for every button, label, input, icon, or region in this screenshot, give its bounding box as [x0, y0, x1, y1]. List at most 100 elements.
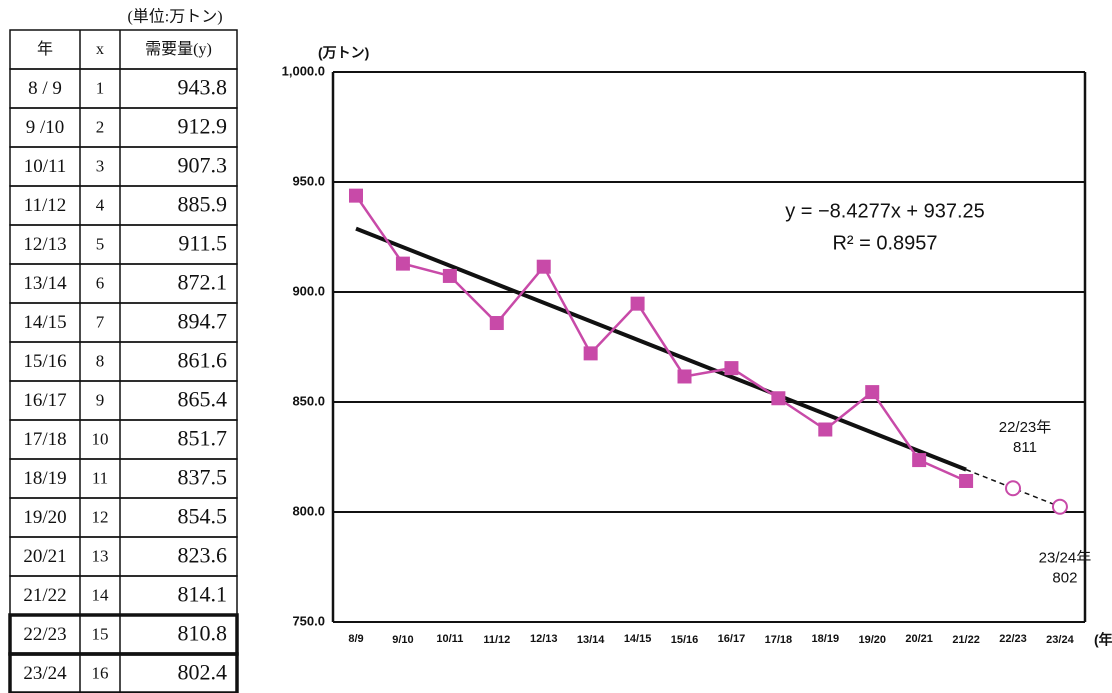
table-cell: 837.5 — [178, 465, 228, 490]
trendline-forecast — [965, 468, 1061, 508]
table-cell: 865.4 — [178, 387, 228, 412]
table-cell: 12 — [92, 507, 109, 526]
x-tick-label: 19/20 — [858, 634, 886, 646]
table-cell: 885.9 — [178, 192, 228, 217]
table-cell: 943.8 — [178, 75, 228, 100]
data-point — [349, 188, 363, 203]
table-cell: 20/21 — [23, 546, 66, 567]
x-tick-label: 15/16 — [671, 634, 699, 646]
forecast-value-label: 811 — [1013, 439, 1037, 456]
x-tick-label: 21/22 — [952, 634, 980, 646]
x-tick-label: 12/13 — [530, 633, 558, 645]
x-tick-label: 16/17 — [718, 633, 746, 645]
trendline-equation: y = −8.4277x + 937.25 — [785, 200, 985, 222]
table-cell: 18/19 — [23, 468, 66, 489]
table-cell: 11 — [92, 468, 108, 487]
y-tick-label: 950.0 — [292, 173, 325, 188]
table-cell: 22/23 — [23, 624, 66, 645]
data-point — [865, 385, 880, 400]
forecast-year-label: 22/23年 — [999, 419, 1052, 436]
table-cell: 854.5 — [178, 504, 228, 529]
x-tick-label: 8/9 — [348, 633, 363, 645]
table-cell: 14/15 — [23, 312, 66, 333]
table-cell: 21/22 — [23, 585, 66, 606]
table-cell: 851.7 — [178, 426, 228, 451]
table-cell: 2 — [96, 117, 105, 136]
table-cell: 8 / 9 — [28, 78, 62, 99]
table-cell: 13/14 — [23, 273, 67, 294]
y-tick-label: 1,000.0 — [282, 63, 325, 78]
table-cell: 912.9 — [178, 114, 228, 139]
table-cell: 10 — [92, 429, 109, 448]
x-tick-label: 17/18 — [765, 634, 793, 646]
table-cell: 8 — [96, 351, 105, 370]
y-axis-label: (万トン) — [318, 45, 369, 61]
chart: (万トン) (年) y = −8.4277x + 937.25 R² = 0.8… — [282, 45, 1112, 648]
table-cell: 894.7 — [178, 309, 228, 334]
data-point — [536, 259, 551, 274]
table-cell: x — [96, 41, 104, 58]
y-tick-label: 900.0 — [292, 283, 325, 298]
table-cell: 823.6 — [178, 543, 228, 568]
table-row-border — [8, 652, 239, 693]
x-tick-label: 13/14 — [577, 634, 605, 646]
table-cell: 13 — [92, 546, 109, 565]
table-cell: 810.8 — [178, 621, 228, 646]
data-point — [677, 369, 692, 384]
x-tick-label: 18/19 — [812, 633, 840, 645]
forecast-point — [1005, 480, 1022, 497]
x-tick-label: 22/23 — [999, 633, 1027, 645]
forecast-value-label: 802 — [1052, 570, 1077, 587]
x-tick-label: 20/21 — [905, 633, 933, 645]
data-point — [912, 453, 927, 468]
trendline — [355, 226, 967, 472]
data-point — [724, 361, 739, 376]
y-tick-label: 850.0 — [292, 393, 325, 408]
table-cell: 19/20 — [23, 507, 66, 528]
table-cell: 23/24 — [23, 663, 67, 684]
table-cell: 15 — [92, 624, 109, 643]
x-axis-label: (年) — [1094, 632, 1112, 648]
y-tick-label: 800.0 — [292, 503, 325, 518]
data-point — [959, 473, 974, 488]
y-tick-label: 750.0 — [292, 613, 325, 628]
data-point — [442, 268, 457, 283]
table-cell: 814.1 — [178, 582, 228, 607]
table-cell: 16/17 — [23, 390, 66, 411]
data-line — [354, 194, 967, 483]
table-cell: 11/12 — [24, 195, 67, 216]
table-cell: 907.3 — [178, 153, 228, 178]
table-cell: 3 — [96, 156, 105, 175]
table-cell: 5 — [96, 234, 105, 253]
x-tick-label: 23/24 — [1046, 634, 1074, 646]
x-tick-label: 9/10 — [392, 634, 413, 646]
data-table: (単位:万トン) 年 x 需要量(y) 8 / 9 1 943.8 9 /10 2 912.9 1… — [8, 8, 239, 693]
trendline-r2: R² = 0.8957 — [832, 232, 937, 254]
table-cell: 4 — [96, 195, 105, 214]
data-point — [818, 422, 833, 437]
table-cell: 802.4 — [178, 660, 228, 685]
table-cell: 10/11 — [24, 156, 67, 177]
table-cell: 7 — [96, 312, 105, 331]
table-cell: 6 — [96, 273, 105, 292]
table-cell: 9 — [96, 390, 105, 409]
x-tick-label: 14/15 — [624, 633, 652, 645]
table-cell: 14 — [92, 585, 110, 604]
table-cell: 9 /10 — [26, 117, 65, 138]
table-cell: 861.6 — [178, 348, 228, 373]
table-cell: 需要量(y) — [145, 40, 212, 58]
table-cell: 16 — [92, 663, 109, 682]
table-cell: 12/13 — [23, 234, 66, 255]
data-point — [630, 296, 645, 311]
forecast-year-label: 23/24年 — [1039, 550, 1092, 567]
data-point — [771, 391, 786, 406]
data-point — [489, 316, 504, 331]
x-tick-label: 11/12 — [483, 634, 510, 646]
data-point — [583, 346, 598, 361]
table-cell: 1 — [96, 78, 105, 97]
x-tick-label: 10/11 — [436, 633, 463, 645]
table-cell: 872.1 — [178, 270, 228, 295]
table-unit: (単位:万トン) — [127, 8, 222, 26]
data-point — [395, 256, 410, 271]
table-cell: 年 — [37, 40, 53, 58]
